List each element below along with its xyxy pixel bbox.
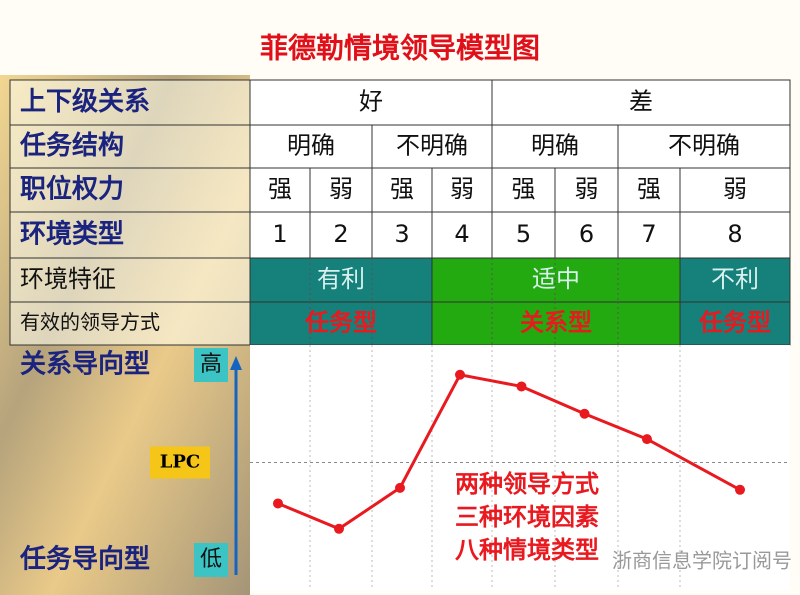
- y-tick-label: 低: [200, 547, 222, 572]
- cell-text: 8: [727, 220, 742, 248]
- row-label: 环境类型: [20, 219, 124, 250]
- cell-text: 强: [390, 175, 414, 203]
- cell-text: 弱: [723, 175, 747, 203]
- table-cell: [431, 301, 681, 346]
- table-cell: [371, 167, 433, 213]
- cell-text: 3: [394, 220, 409, 248]
- row-label: 有效的领导方式: [20, 310, 160, 334]
- point: [273, 498, 283, 509]
- table-cell: [491, 211, 556, 259]
- table-cell: [679, 211, 791, 259]
- table-cell: [491, 124, 619, 169]
- line: [277, 373, 741, 531]
- row-label-cell: [9, 257, 251, 303]
- cell-text: 5: [516, 220, 531, 248]
- cell-text: 不明确: [668, 132, 740, 160]
- table-cell: [491, 79, 791, 126]
- cell-text: 明确: [287, 132, 335, 160]
- watermark: 浙商信息学院订阅号: [612, 549, 792, 573]
- cell-text: 关系型: [520, 309, 592, 337]
- y-tick-label: 高: [200, 352, 222, 377]
- cell-text: 明确: [531, 132, 579, 160]
- point: [579, 408, 590, 419]
- table-cell: [679, 167, 791, 213]
- cell-text: 任务型: [304, 309, 377, 337]
- table-cell: [431, 257, 681, 303]
- y-top-label: 关系导向型: [20, 349, 150, 380]
- tick-box: [194, 348, 228, 382]
- cell-text: 7: [641, 220, 656, 248]
- row-label-cell: [9, 301, 251, 346]
- row-label-cell: [9, 124, 251, 169]
- table-cell: [491, 167, 556, 213]
- row-label: 任务结构: [19, 131, 124, 161]
- table-cell: [249, 167, 311, 213]
- annotation: 两种领导方式: [455, 470, 599, 498]
- table-cell: [249, 124, 373, 169]
- y-tick-label: LPC: [160, 452, 201, 473]
- y-axis-arrow: [230, 356, 242, 370]
- cell-text: 弱: [450, 175, 474, 203]
- cell-text: 适中: [532, 265, 580, 293]
- cell-text: 差: [629, 88, 653, 116]
- y-bottom-label: 任务导向型: [19, 544, 150, 575]
- table-cell: [371, 211, 433, 259]
- point: [642, 434, 652, 445]
- cell-text: 2: [333, 220, 348, 248]
- cell-text: 好: [359, 88, 383, 116]
- cell-text: 弱: [575, 175, 599, 203]
- row-label-cell: [9, 211, 251, 259]
- point: [735, 484, 745, 495]
- table-cell: [679, 257, 791, 303]
- cell-text: 不明确: [396, 132, 468, 160]
- cell-text: 弱: [329, 175, 353, 203]
- cell-text: 1: [272, 220, 287, 248]
- tick-box: [194, 543, 228, 577]
- cell-text: 强: [512, 175, 536, 203]
- row-label: 上下级关系: [20, 86, 150, 117]
- point: [455, 369, 465, 380]
- row-label: 职位权力: [20, 174, 124, 205]
- table-cell: [554, 211, 619, 259]
- title: 菲德勒情境领导模型图: [260, 32, 540, 65]
- point: [334, 523, 344, 534]
- point: [516, 381, 527, 392]
- cell-text: 6: [579, 220, 594, 248]
- annotation: 八种情境类型: [455, 536, 599, 564]
- table-cell: [371, 124, 493, 169]
- table-cell: [617, 124, 791, 169]
- cell-text: 4: [454, 220, 469, 248]
- table-cell: [249, 257, 433, 303]
- cell-text: 不利: [711, 265, 759, 293]
- row-label: 环境特征: [20, 265, 116, 293]
- point: [395, 482, 405, 493]
- cell-text: 任务型: [698, 309, 771, 337]
- tick-box: [150, 446, 210, 479]
- table-cell: [309, 167, 373, 213]
- cell-text: 强: [268, 175, 292, 203]
- cell-text: 强: [637, 175, 661, 203]
- table-cell: [431, 167, 493, 213]
- cell-text: 有利: [317, 265, 365, 293]
- annotation: 三种环境因素: [455, 503, 599, 531]
